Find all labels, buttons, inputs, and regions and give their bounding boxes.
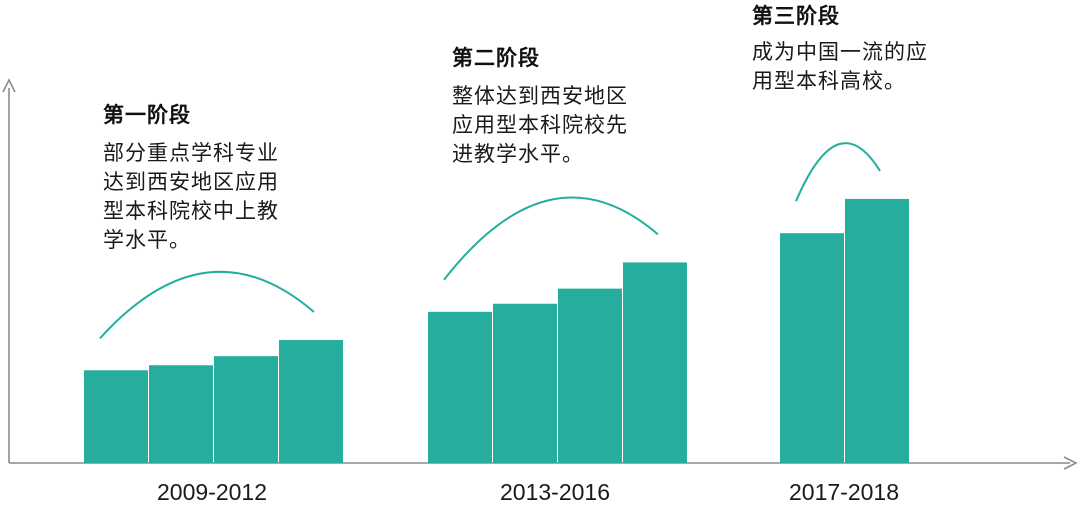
stage-description-1: 部分重点学科专业 达到西安地区应用 型本科院校中上教 学水平。 bbox=[103, 141, 279, 252]
stage-description-2: 整体达到西安地区 应用型本科院校先 进教学水平。 bbox=[452, 84, 628, 166]
bar-1-2 bbox=[149, 365, 213, 463]
bar-1-3 bbox=[214, 356, 278, 463]
bar-2-2 bbox=[493, 303, 557, 463]
stage-title-2: 第二阶段 bbox=[452, 46, 540, 70]
bar-2-4 bbox=[623, 262, 687, 463]
bar-3-1 bbox=[780, 233, 844, 463]
stage-title-1: 第一阶段 bbox=[103, 103, 191, 127]
period-label-1: 2009-2012 bbox=[157, 479, 267, 505]
bar-1-4 bbox=[279, 340, 343, 463]
x-axis-arrow bbox=[1063, 456, 1078, 470]
stage-description-3: 成为中国一流的应 用型本科高校。 bbox=[752, 40, 928, 93]
trend-arc-1 bbox=[99, 270, 315, 339]
trend-arcs bbox=[99, 142, 881, 339]
y-axis-arrow bbox=[2, 78, 16, 93]
bar-2-1 bbox=[428, 311, 492, 463]
stage-title-3: 第三阶段 bbox=[752, 4, 840, 28]
trend-arc-3 bbox=[795, 142, 881, 202]
bars bbox=[84, 198, 909, 463]
trend-arc-2 bbox=[443, 196, 659, 281]
bar-2-3 bbox=[558, 288, 622, 463]
bar-3-2 bbox=[845, 198, 909, 463]
period-label-2: 2013-2016 bbox=[500, 479, 610, 505]
period-label-3: 2017-2018 bbox=[789, 479, 899, 505]
bar-1-1 bbox=[84, 370, 148, 463]
